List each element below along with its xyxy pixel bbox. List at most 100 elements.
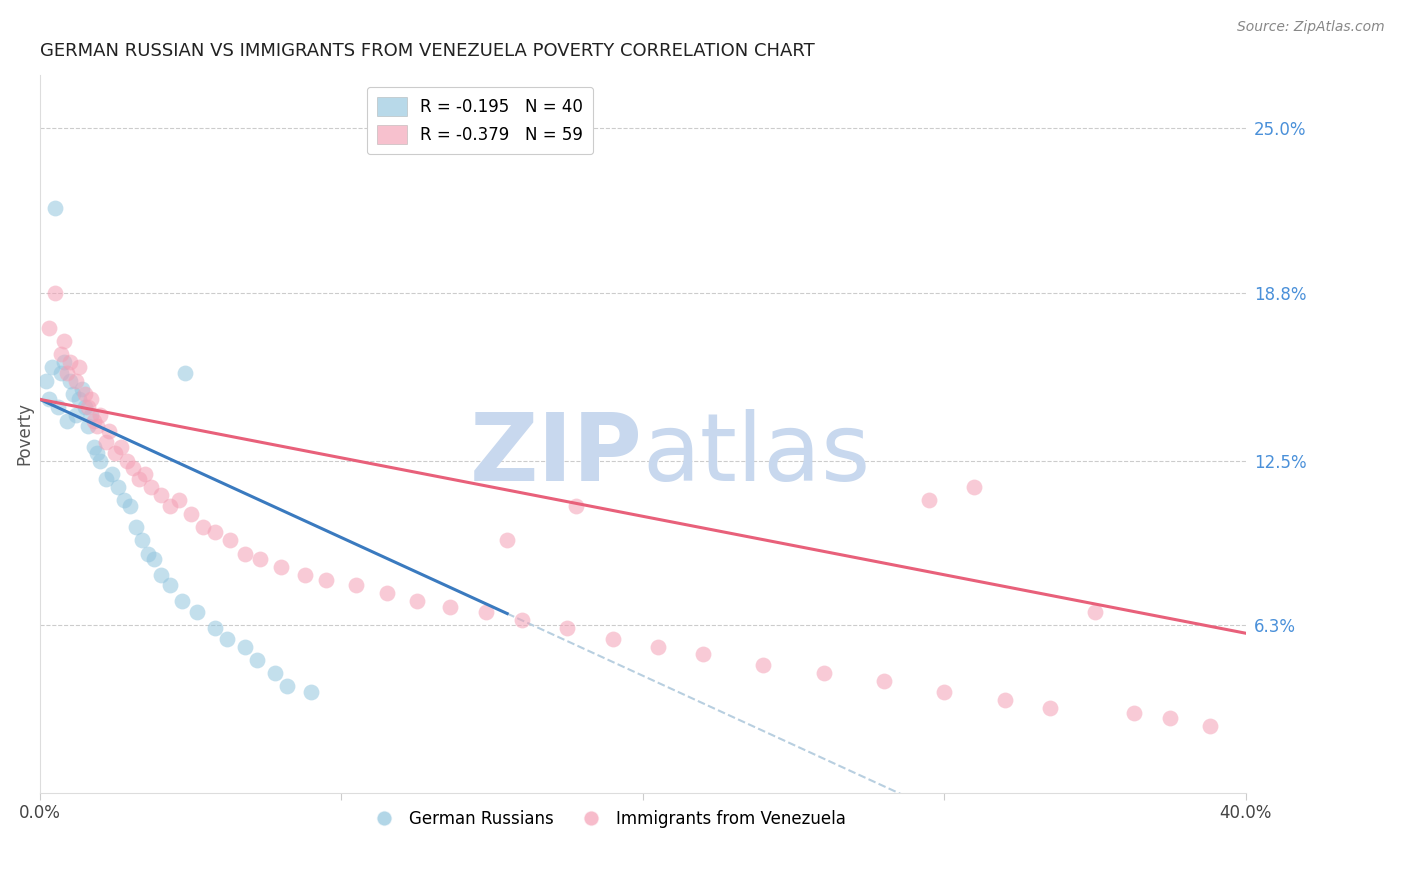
Point	[294, 567, 316, 582]
Text: Source: ZipAtlas.com: Source: ZipAtlas.com	[1237, 20, 1385, 34]
Point	[475, 605, 498, 619]
Point	[299, 684, 322, 698]
Point	[170, 594, 193, 608]
Point	[1159, 711, 1181, 725]
Point	[62, 387, 84, 401]
Point	[264, 666, 287, 681]
Point	[204, 525, 226, 540]
Point	[167, 493, 190, 508]
Point	[49, 366, 72, 380]
Point	[180, 507, 202, 521]
Point	[59, 355, 82, 369]
Point	[46, 401, 69, 415]
Point	[159, 499, 181, 513]
Point	[96, 434, 118, 449]
Point	[83, 440, 105, 454]
Legend: German Russians, Immigrants from Venezuela: German Russians, Immigrants from Venezue…	[361, 803, 852, 835]
Point	[110, 440, 132, 454]
Point	[89, 453, 111, 467]
Point	[53, 355, 76, 369]
Point	[186, 605, 208, 619]
Point	[149, 567, 172, 582]
Point	[143, 551, 166, 566]
Point	[98, 424, 121, 438]
Point	[138, 547, 160, 561]
Point	[233, 547, 256, 561]
Point	[80, 409, 103, 423]
Point	[159, 578, 181, 592]
Point	[1123, 706, 1146, 720]
Point	[141, 480, 163, 494]
Point	[496, 533, 519, 548]
Point	[120, 499, 142, 513]
Point	[65, 374, 87, 388]
Point	[56, 366, 79, 380]
Text: atlas: atlas	[643, 409, 872, 501]
Point	[70, 382, 93, 396]
Point	[134, 467, 156, 481]
Point	[89, 409, 111, 423]
Point	[375, 586, 398, 600]
Point	[204, 621, 226, 635]
Point	[510, 613, 533, 627]
Point	[53, 334, 76, 348]
Point	[44, 286, 66, 301]
Point	[41, 360, 63, 375]
Point	[59, 374, 82, 388]
Point	[80, 392, 103, 407]
Point	[77, 401, 100, 415]
Point	[96, 472, 118, 486]
Point	[149, 488, 172, 502]
Point	[439, 599, 461, 614]
Point	[104, 445, 127, 459]
Point	[65, 409, 87, 423]
Point	[131, 533, 153, 548]
Point	[112, 493, 135, 508]
Point	[873, 674, 896, 689]
Point	[38, 320, 60, 334]
Point	[993, 692, 1015, 706]
Text: GERMAN RUSSIAN VS IMMIGRANTS FROM VENEZUELA POVERTY CORRELATION CHART: GERMAN RUSSIAN VS IMMIGRANTS FROM VENEZU…	[39, 42, 814, 60]
Point	[35, 374, 58, 388]
Point	[83, 414, 105, 428]
Point	[191, 520, 214, 534]
Point	[67, 392, 90, 407]
Point	[86, 419, 108, 434]
Point	[934, 684, 956, 698]
Point	[86, 445, 108, 459]
Y-axis label: Poverty: Poverty	[15, 402, 32, 466]
Point	[215, 632, 238, 646]
Point	[218, 533, 240, 548]
Point	[117, 453, 139, 467]
Point	[125, 520, 148, 534]
Point	[107, 480, 129, 494]
Point	[1039, 700, 1062, 714]
Text: ZIP: ZIP	[470, 409, 643, 501]
Point	[647, 640, 669, 654]
Point	[75, 387, 97, 401]
Point	[276, 679, 298, 693]
Point	[692, 648, 714, 662]
Point	[565, 499, 588, 513]
Point	[233, 640, 256, 654]
Point	[122, 461, 145, 475]
Point	[56, 414, 79, 428]
Point	[246, 653, 269, 667]
Point	[963, 480, 986, 494]
Point	[49, 347, 72, 361]
Point	[128, 472, 150, 486]
Point	[249, 551, 271, 566]
Point	[557, 621, 579, 635]
Point	[101, 467, 124, 481]
Point	[813, 666, 835, 681]
Point	[67, 360, 90, 375]
Point	[75, 401, 97, 415]
Point	[270, 559, 292, 574]
Point	[918, 493, 941, 508]
Point	[173, 366, 195, 380]
Point	[405, 594, 427, 608]
Point	[77, 419, 100, 434]
Point	[602, 632, 624, 646]
Point	[752, 658, 775, 673]
Point	[44, 201, 66, 215]
